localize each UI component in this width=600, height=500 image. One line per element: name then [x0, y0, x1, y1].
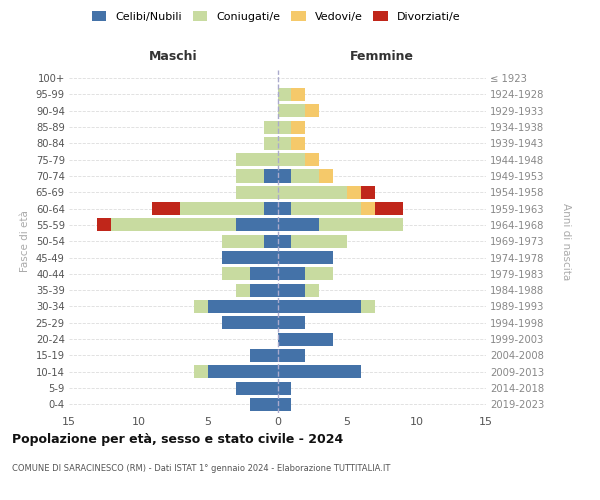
Text: COMUNE DI SARACINESCO (RM) - Dati ISTAT 1° gennaio 2024 - Elaborazione TUTTITALI: COMUNE DI SARACINESCO (RM) - Dati ISTAT … [12, 464, 391, 473]
Bar [277, 365, 361, 378]
Bar [236, 382, 277, 394]
Bar [263, 120, 277, 134]
Bar [292, 234, 347, 248]
Bar [305, 284, 319, 296]
Bar [222, 251, 277, 264]
Bar [277, 120, 292, 134]
Bar [152, 202, 180, 215]
Y-axis label: Anni di nascita: Anni di nascita [562, 202, 571, 280]
Bar [375, 202, 403, 215]
Bar [180, 202, 263, 215]
Y-axis label: Fasce di età: Fasce di età [20, 210, 30, 272]
Bar [222, 268, 250, 280]
Bar [263, 202, 277, 215]
Bar [292, 170, 319, 182]
Bar [277, 300, 361, 313]
Bar [208, 300, 277, 313]
Bar [263, 170, 277, 182]
Bar [277, 349, 305, 362]
Bar [111, 218, 236, 232]
Bar [277, 382, 292, 394]
Bar [236, 170, 263, 182]
Bar [277, 170, 292, 182]
Bar [292, 202, 361, 215]
Bar [277, 153, 305, 166]
Bar [277, 284, 305, 296]
Bar [292, 120, 305, 134]
Bar [319, 218, 403, 232]
Bar [236, 218, 277, 232]
Bar [277, 88, 292, 101]
Bar [319, 170, 333, 182]
Bar [305, 153, 319, 166]
Bar [250, 284, 277, 296]
Bar [277, 398, 292, 411]
Bar [208, 365, 277, 378]
Bar [263, 137, 277, 150]
Bar [250, 268, 277, 280]
Bar [194, 365, 208, 378]
Bar [292, 88, 305, 101]
Text: Maschi: Maschi [149, 50, 197, 64]
Bar [277, 268, 305, 280]
Bar [236, 186, 277, 199]
Text: Popolazione per età, sesso e stato civile - 2024: Popolazione per età, sesso e stato civil… [12, 432, 343, 446]
Bar [292, 137, 305, 150]
Bar [361, 202, 375, 215]
Bar [277, 251, 333, 264]
Bar [236, 284, 250, 296]
Legend: Celibi/Nubili, Coniugati/e, Vedovi/e, Divorziati/e: Celibi/Nubili, Coniugati/e, Vedovi/e, Di… [88, 8, 464, 25]
Bar [347, 186, 361, 199]
Bar [277, 202, 292, 215]
Bar [222, 316, 277, 330]
Bar [97, 218, 111, 232]
Bar [305, 104, 319, 118]
Bar [277, 218, 319, 232]
Bar [250, 398, 277, 411]
Bar [236, 153, 277, 166]
Bar [361, 186, 375, 199]
Bar [305, 268, 333, 280]
Bar [194, 300, 208, 313]
Bar [222, 234, 263, 248]
Bar [277, 234, 292, 248]
Text: Femmine: Femmine [350, 50, 414, 64]
Bar [277, 316, 305, 330]
Bar [277, 137, 292, 150]
Bar [250, 349, 277, 362]
Bar [277, 332, 333, 345]
Bar [277, 104, 305, 118]
Bar [361, 300, 375, 313]
Bar [277, 186, 347, 199]
Bar [263, 234, 277, 248]
